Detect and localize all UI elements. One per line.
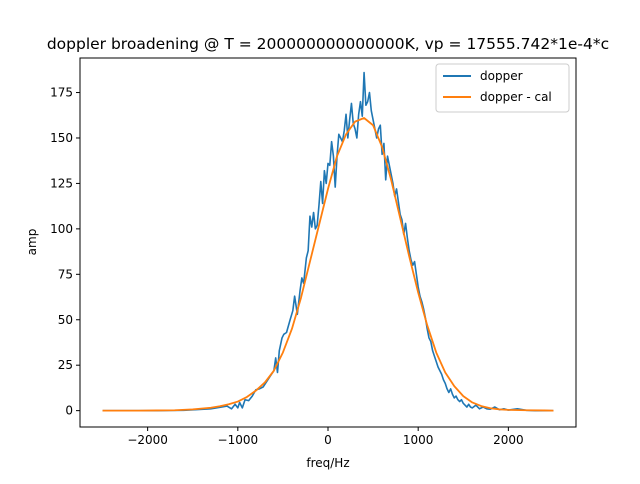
x-tick-label: 0: [324, 433, 332, 447]
y-tick-label: 25: [58, 358, 73, 372]
x-axis-label: freq/Hz: [306, 456, 349, 470]
x-tick-label: −2000: [127, 433, 168, 447]
x-axis-ticks: −2000 −1000 0 1000 2000: [127, 427, 524, 447]
y-tick-label: 125: [50, 176, 73, 190]
y-tick-label: 100: [50, 222, 73, 236]
x-tick-label: −1000: [218, 433, 259, 447]
legend: dopper dopper - cal: [435, 63, 570, 113]
y-axis-ticks: 0 25 50 75 100 125 150 175: [50, 86, 80, 418]
series-line-1: [102, 117, 554, 412]
series-lines: [102, 71, 554, 412]
legend-label-dopper-cal: dopper - cal: [480, 90, 552, 104]
y-tick-label: 175: [50, 86, 73, 100]
chart-title: doppler broadening @ T = 200000000000000…: [47, 35, 609, 53]
x-tick-label: 2000: [493, 433, 524, 447]
series-line-0: [102, 71, 554, 412]
y-tick-label: 0: [65, 404, 73, 418]
y-tick-label: 50: [58, 313, 73, 327]
x-tick-label: 1000: [403, 433, 434, 447]
y-axis-label: amp: [25, 229, 39, 256]
legend-label-dopper: dopper: [480, 69, 523, 83]
y-tick-label: 150: [50, 131, 73, 145]
y-tick-label: 75: [58, 267, 73, 281]
